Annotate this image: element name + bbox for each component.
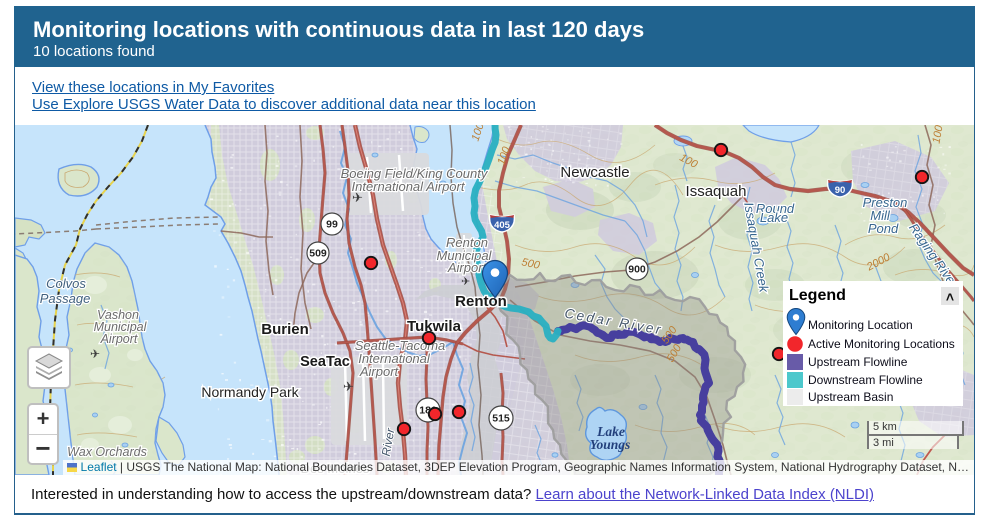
svg-text:99: 99 (326, 219, 338, 231)
svg-text:Airport: Airport (359, 364, 400, 379)
svg-text:Vashon: Vashon (97, 308, 139, 322)
svg-text:515: 515 (492, 413, 510, 425)
svg-text:509: 509 (309, 248, 327, 260)
svg-text:Normandy Park: Normandy Park (201, 384, 299, 400)
svg-text:Preston: Preston (863, 195, 908, 210)
svg-text:✈: ✈ (461, 276, 470, 288)
svg-text:Municipal: Municipal (94, 320, 148, 334)
svg-text:405: 405 (494, 220, 511, 231)
svg-text:Passage: Passage (40, 291, 91, 306)
svg-text:Airport: Airport (447, 260, 488, 275)
svg-text:✈: ✈ (343, 379, 354, 394)
svg-text:Youngs: Youngs (590, 437, 631, 452)
svg-text:Municipal: Municipal (437, 248, 493, 263)
svg-text:Airport: Airport (100, 332, 138, 346)
svg-text:Wax Orchards: Wax Orchards (67, 445, 147, 459)
svg-text:Lake: Lake (760, 210, 788, 225)
svg-text:✈: ✈ (352, 190, 363, 205)
svg-text:900: 900 (628, 264, 646, 276)
svg-text:Tukwila: Tukwila (407, 318, 462, 335)
svg-text:River: River (379, 426, 398, 457)
svg-text:90: 90 (835, 185, 846, 196)
svg-text:Lake: Lake (596, 424, 625, 439)
svg-text:Renton: Renton (446, 235, 488, 250)
svg-text:Pond: Pond (868, 221, 899, 236)
svg-text:500: 500 (520, 256, 541, 272)
svg-text:Boeing Field/King County: Boeing Field/King County (341, 166, 489, 181)
svg-text:✈: ✈ (90, 347, 100, 361)
svg-text:Newcastle: Newcastle (560, 164, 629, 181)
svg-text:100: 100 (931, 125, 946, 145)
svg-text:Colvos: Colvos (46, 276, 86, 291)
svg-text:International Airport: International Airport (352, 179, 466, 194)
svg-text:Mill: Mill (870, 208, 891, 223)
svg-text:Round: Round (756, 201, 795, 216)
svg-text:Burien: Burien (261, 321, 309, 338)
svg-text:Issaquah: Issaquah (686, 183, 747, 200)
svg-text:SeaTac: SeaTac (300, 354, 350, 370)
svg-text:Renton: Renton (455, 293, 507, 310)
svg-text:International: International (358, 351, 431, 366)
